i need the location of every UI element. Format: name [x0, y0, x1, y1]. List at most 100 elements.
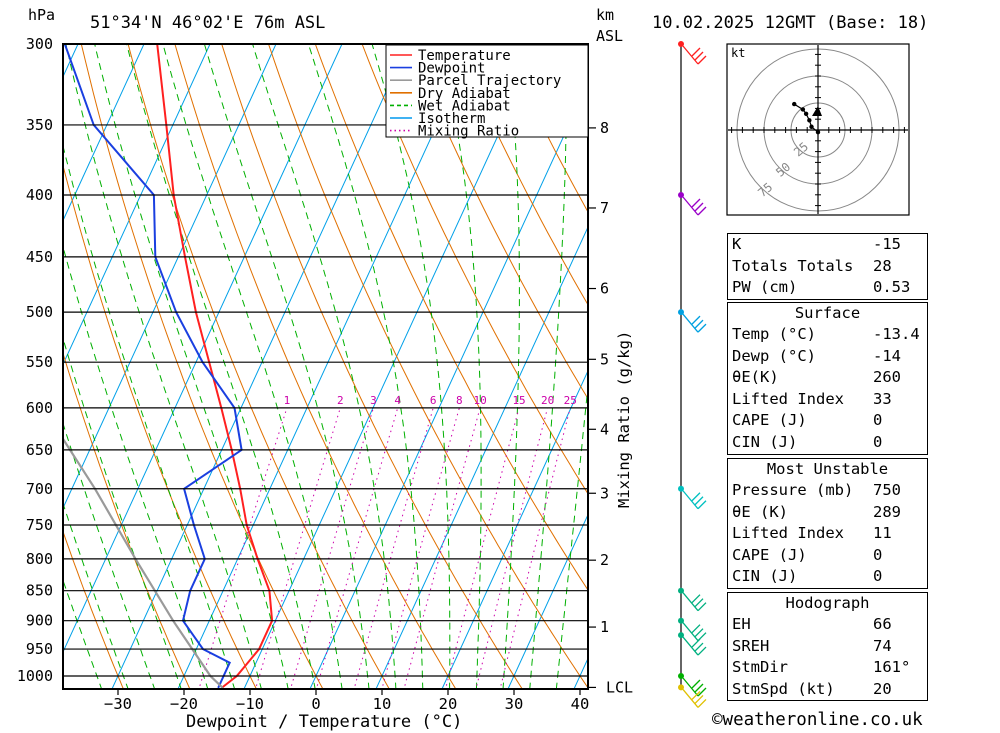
- pressure-tick-label: 850: [26, 582, 53, 600]
- row-label: Lifted Index: [732, 389, 844, 408]
- most-unstable-title: Most Unstable: [766, 460, 889, 478]
- km-tick-label: 2: [600, 551, 609, 569]
- wind-barb-shaft: [682, 677, 699, 697]
- row-value: 0: [873, 411, 883, 430]
- row-value: 28: [873, 256, 892, 275]
- row-value: 289: [873, 502, 901, 521]
- row-value: 161°: [873, 658, 911, 677]
- mixing-ratio-label: 1: [284, 394, 291, 407]
- pressure-tick-label: 300: [26, 35, 53, 53]
- legend-label: Parcel Trajectory: [418, 73, 561, 89]
- mixing-ratio-label: 6: [430, 394, 437, 407]
- wind-barb-flag: [697, 698, 707, 708]
- wind-level-marker: [678, 617, 684, 624]
- parcel-trajectory-point: [221, 686, 224, 689]
- mixing-ratio-label: 8: [456, 394, 463, 407]
- location-title: 51°34'N 46°02'E 76m ASL: [90, 13, 325, 33]
- wind-barb-flag: [697, 646, 707, 656]
- wind-barb-flag: [691, 690, 701, 700]
- wind-barb-flag: [691, 198, 701, 208]
- hodo-row: EH 66: [728, 614, 927, 636]
- mu-row: Pressure (mb) 750: [728, 480, 927, 502]
- x-tick-label: −20: [170, 695, 198, 713]
- wet-adiabat-line: [65, 44, 262, 689]
- mixing-ratio-line: [499, 407, 571, 689]
- row-value: -15: [873, 235, 901, 253]
- wind-barb-flag: [694, 319, 704, 329]
- wind-barb-flag: [697, 687, 707, 697]
- wind-barb-flag: [697, 500, 707, 510]
- wet-adiabat-line: [307, 44, 424, 689]
- pressure-tick-label: 550: [26, 353, 53, 371]
- row-label: CAPE (J): [732, 545, 807, 564]
- wind-barb-flag: [697, 206, 707, 216]
- legend-label: Mixing Ratio: [418, 124, 519, 140]
- row-label: EH: [732, 615, 751, 633]
- row-label: K: [732, 235, 742, 253]
- wind-barb: [682, 677, 707, 697]
- km-tick-label: 5: [600, 350, 609, 368]
- x-tick-label: −10: [236, 695, 264, 713]
- row-label: PW (cm): [732, 278, 798, 297]
- surface-title: Surface: [794, 304, 861, 322]
- mixing-ratio-line: [315, 407, 399, 689]
- x-tick-label: 10: [373, 695, 392, 713]
- wind-barb: [682, 313, 707, 333]
- hodograph-point: [809, 124, 814, 129]
- hodograph-point: [800, 107, 806, 112]
- row-label: θE (K): [732, 502, 788, 521]
- mixing-ratio-label: 15: [512, 394, 525, 407]
- row-value: -14: [873, 346, 901, 365]
- totals-totals-row: Totals Totals 28: [728, 256, 927, 278]
- pressure-tick-label: 1000: [17, 667, 53, 685]
- isotherm-line: [63, 44, 79, 78]
- wet-adiabat-line: [94, 44, 289, 689]
- dry-adiabat-line: [174, 44, 457, 689]
- row-label: Temp (°C): [732, 325, 816, 343]
- pressure-tick-label: 600: [26, 399, 53, 417]
- pressure-tick-label: 800: [26, 550, 53, 568]
- km-tick-label: 3: [600, 484, 609, 502]
- wind-level-marker: [678, 673, 684, 679]
- mixing-ratio-line: [475, 407, 549, 689]
- surface-table: Surface Temp (°C) -13.4 Dewp (°C) -14 θE(K…: [727, 302, 928, 455]
- wet-adiabat-line: [63, 245, 209, 689]
- row-label: StmDir: [732, 658, 788, 677]
- row-label: Totals Totals: [732, 256, 854, 275]
- x-tick-label: 0: [311, 695, 320, 713]
- km-tick-label: 1: [600, 618, 609, 636]
- hodo-row: SREH 74: [728, 636, 927, 658]
- isotherm-line: [177, 44, 475, 689]
- wet-adiabat-line: [371, 44, 451, 689]
- isotherm-line: [507, 513, 588, 689]
- mu-row: Lifted Index 11: [728, 523, 927, 545]
- x-axis-title: Dewpoint / Temperature (°C): [186, 712, 462, 732]
- surface-row: Temp (°C) -13.4: [728, 324, 927, 346]
- pw-row: PW (cm) 0.53: [728, 277, 927, 299]
- dry-adiabat-line: [221, 44, 523, 689]
- pressure-tick-label: 950: [26, 640, 53, 658]
- legend-label: Wet Adiabat: [418, 98, 511, 114]
- credit-text: ©weatheronline.co.uk: [712, 710, 923, 730]
- wind-barb-flag: [697, 55, 707, 65]
- wind-level-marker: [678, 632, 684, 639]
- wind-barb-flag: [694, 642, 704, 652]
- wind-barb-flag: [694, 628, 704, 638]
- hodograph-unit-label: kt: [731, 46, 745, 60]
- wet-adiabat-line: [63, 578, 103, 689]
- parcel-trajectory-line: [63, 436, 224, 689]
- wet-adiabat-line: [203, 44, 370, 689]
- wind-barb-shaft: [682, 196, 699, 216]
- wind-level-marker: [678, 192, 684, 199]
- wind-barb-flag: [694, 683, 704, 693]
- pressure-tick-label: 400: [26, 186, 53, 204]
- hodograph-point: [807, 118, 812, 123]
- wind-barb-flag: [691, 492, 701, 502]
- storm-motion-marker: [812, 106, 822, 116]
- wet-adiabat-line: [63, 421, 156, 689]
- wind-barb-shaft: [682, 313, 699, 333]
- row-value: 0: [873, 567, 883, 586]
- pressure-tick-label: 500: [26, 303, 53, 321]
- row-label: CAPE (J): [732, 411, 807, 430]
- isotherm-line: [375, 225, 588, 689]
